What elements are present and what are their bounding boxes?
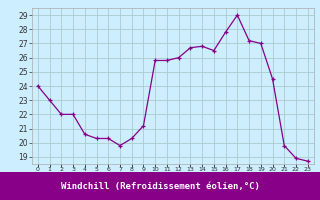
Text: Windchill (Refroidissement éolien,°C): Windchill (Refroidissement éolien,°C) <box>60 182 260 190</box>
